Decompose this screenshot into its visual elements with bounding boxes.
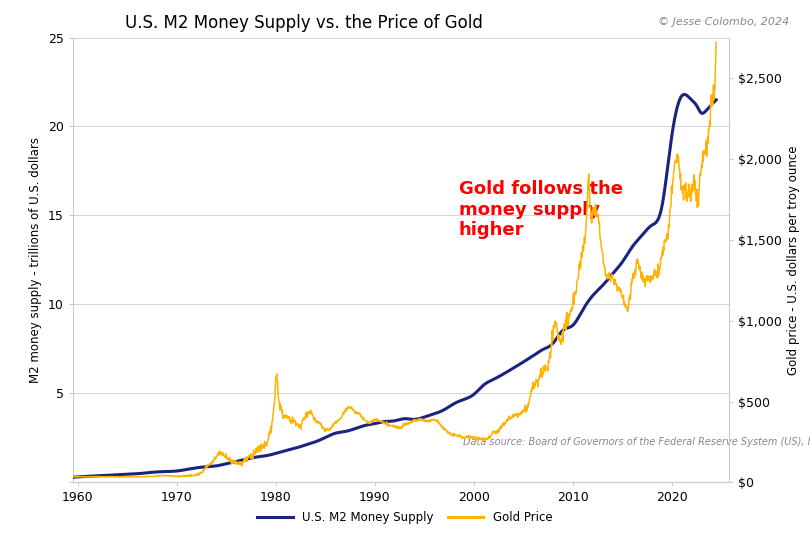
Y-axis label: M2 money supply - trillions of U.S. dollars: M2 money supply - trillions of U.S. doll…	[29, 137, 42, 383]
Text: Data source: Board of Governors of the Federal Reserve System (US), Macrotrends : Data source: Board of Governors of the F…	[463, 437, 810, 446]
Text: U.S. M2 Money Supply vs. the Price of Gold: U.S. M2 Money Supply vs. the Price of Go…	[126, 14, 484, 32]
Text: © Jesse Colombo, 2024: © Jesse Colombo, 2024	[659, 17, 790, 27]
Text: Gold follows the
money supply
higher: Gold follows the money supply higher	[458, 180, 623, 240]
Y-axis label: Gold price - U.S. dollars per troy ounce: Gold price - U.S. dollars per troy ounce	[787, 145, 800, 375]
Legend: U.S. M2 Money Supply, Gold Price: U.S. M2 Money Supply, Gold Price	[253, 507, 557, 529]
